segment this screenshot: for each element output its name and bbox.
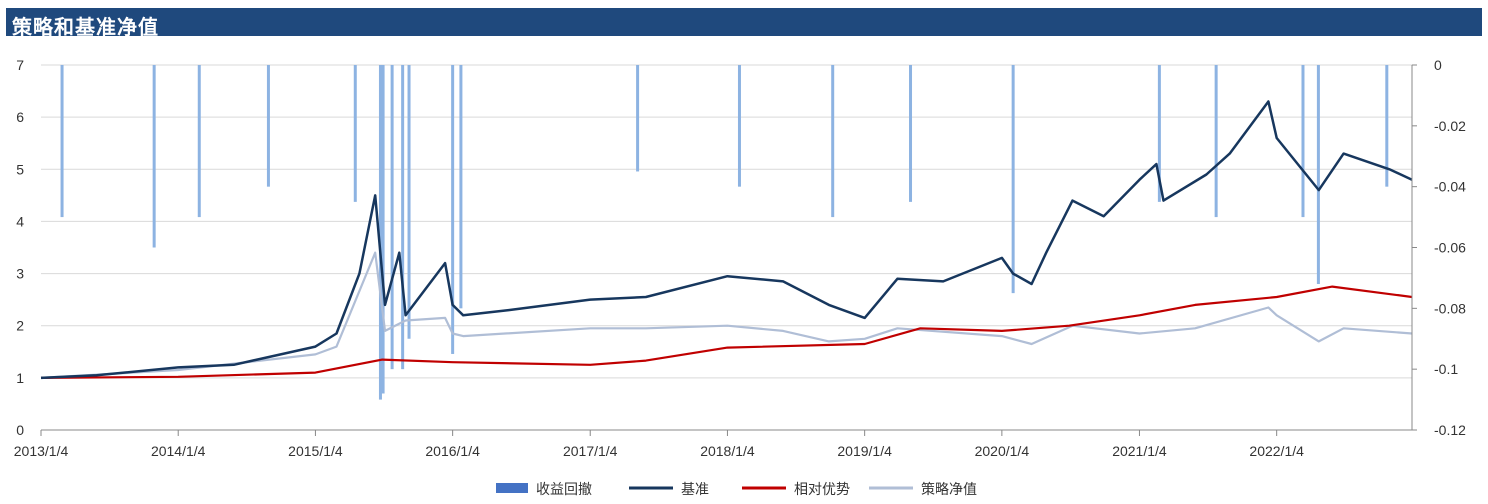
- y-left-tick-label: 6: [16, 109, 24, 125]
- x-tick-label: 2016/1/4: [425, 443, 480, 459]
- y-left-tick-label: 1: [16, 370, 24, 386]
- drawdown-bar: [1316, 65, 1320, 284]
- drawdown-bar: [353, 65, 357, 202]
- page-title: 策略和基准净值: [12, 15, 159, 39]
- drawdown-bar: [737, 65, 741, 187]
- y-right-tick-label: -0.06: [1434, 240, 1466, 256]
- drawdown-bar: [1214, 65, 1218, 218]
- y-right-tick-label: -0.1: [1434, 361, 1458, 377]
- drawdown-bar: [401, 65, 405, 370]
- drawdown-bar: [1157, 65, 1161, 202]
- y-left-tick-label: 2: [16, 318, 24, 334]
- title-bar: 策略和基准净值: [6, 8, 1482, 39]
- legend-label: 策略净值: [921, 481, 977, 498]
- drawdown-series: [60, 65, 1389, 400]
- y-left-tick-label: 7: [16, 57, 24, 73]
- drawdown-bar: [378, 65, 382, 400]
- drawdown-bar: [152, 65, 156, 248]
- series-line-relative: [40, 285, 1413, 379]
- x-tick-label: 2019/1/4: [837, 443, 892, 459]
- drawdown-bar: [831, 65, 835, 218]
- drawdown-bar: [266, 65, 270, 187]
- series-line-benchmark: [40, 100, 1413, 380]
- y-right-tick-label: -0.02: [1434, 118, 1466, 134]
- x-tick-label: 2014/1/4: [151, 443, 206, 459]
- drawdown-bar: [451, 65, 455, 354]
- legend-label: 相对优势: [794, 482, 850, 498]
- drawdown-bar: [390, 65, 394, 370]
- drawdown-bar: [1385, 65, 1389, 187]
- x-tick-label: 2020/1/4: [975, 443, 1030, 459]
- drawdown-bar: [381, 65, 385, 394]
- drawdown-bar: [197, 65, 201, 218]
- legend: 收益回撤 基准 相对优势 策略净值: [496, 481, 977, 498]
- x-tick-label: 2022/1/4: [1249, 443, 1304, 459]
- y-left-tick-label: 4: [16, 213, 24, 229]
- y-right-tick-label: -0.12: [1434, 422, 1466, 438]
- drawdown-bar: [909, 65, 913, 202]
- legend-swatch: [496, 483, 528, 493]
- y-right-tick-label: 0: [1434, 57, 1442, 73]
- legend-label: 收益回撤: [536, 482, 592, 498]
- drawdown-bar: [60, 65, 64, 218]
- x-tick-label: 2015/1/4: [288, 443, 343, 459]
- drawdown-bar: [636, 65, 640, 172]
- drawdown-bar: [1011, 65, 1015, 294]
- y-right-tick-label: -0.04: [1434, 179, 1466, 195]
- x-tick-label: 2018/1/4: [700, 443, 755, 459]
- drawdown-bar: [1301, 65, 1305, 218]
- x-tick-label: 2017/1/4: [563, 443, 618, 459]
- x-tick-label: 2021/1/4: [1112, 443, 1167, 459]
- x-tick-label: 2013/1/4: [14, 443, 69, 459]
- y-left-tick-label: 0: [16, 422, 24, 438]
- y-left-tick-label: 5: [16, 161, 24, 177]
- drawdown-bar: [459, 65, 463, 309]
- series-line-strategy: [40, 251, 1413, 379]
- y-left-tick-label: 3: [16, 266, 24, 282]
- legend-label: 基准: [681, 481, 709, 498]
- y-right-tick-label: -0.08: [1434, 300, 1466, 316]
- drawdown-bar: [407, 65, 411, 339]
